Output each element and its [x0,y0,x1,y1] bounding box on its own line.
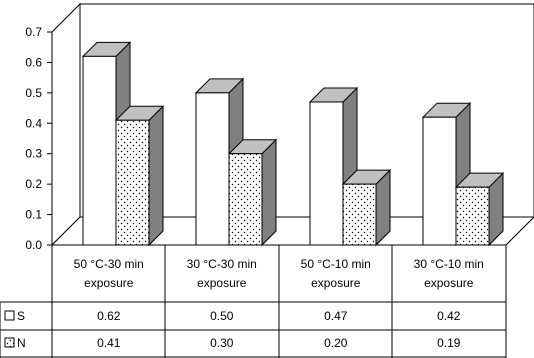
category-label-line2: exposure [84,276,134,290]
bar-front-face [455,186,490,246]
table-legend: SN [4,309,26,350]
bar-front-face [228,153,263,246]
value-cell-s: 0.47 [324,309,348,323]
category-label-part: °C [203,257,217,271]
y-tick-label: 0.4 [25,116,42,130]
category-label-line2: exposure [424,276,474,290]
bar-front-face [342,183,377,246]
value-cell-s: 0.50 [210,309,234,323]
category-label: 50 °C-10 min [301,257,371,271]
legend-key-s [4,310,15,321]
y-tick-label: 0.7 [25,25,42,39]
bar-side-face [261,138,277,247]
bar-front-face [195,92,230,246]
category-label-part: °C [90,257,104,271]
bars [81,41,505,247]
category-label: 30 °C-30 min [187,257,257,271]
value-cell-s: 0.42 [437,309,461,323]
table-cells: 0.62 0.50 0.47 0.42 0.41 0.30 0.20 0.19 [97,309,461,350]
bar-s [194,77,245,247]
bar-side-face [148,105,164,247]
category-label: 50 °C-30 min [74,257,144,271]
category-label-part: -30 min [217,257,257,271]
bar-front-face [309,101,344,246]
category-label-line2: exposure [311,276,361,290]
category-label-part: -30 min [104,257,144,271]
bar-front-face [422,116,457,246]
category-label-part: °C [430,257,444,271]
category-label-part: -10 min [331,257,371,271]
value-cell-n: 0.19 [437,336,461,350]
value-cell-s: 0.62 [97,309,121,323]
value-cell-n: 0.30 [210,336,234,350]
legend-key-n [4,337,15,348]
bar-front-face [82,55,117,246]
category-label-part: 50 [301,257,318,271]
category-label-part: 30 [414,257,431,271]
category-label-part: 30 [187,257,204,271]
y-tick-label: 0.1 [25,208,42,222]
category-label-line2: exposure [197,276,247,290]
category-label-part: 50 [74,257,91,271]
y-axis-ticks: 0.0 0.1 0.2 0.3 0.4 0.5 0.6 0.7 [25,25,52,252]
bar-n [114,105,165,247]
bar-n [341,168,392,247]
value-cell-n: 0.20 [324,336,348,350]
y-tick-label: 0.3 [25,147,42,161]
bar-n [227,138,278,247]
value-cell-n: 0.41 [97,336,121,350]
category-label-part: -10 min [444,257,484,271]
y-tick-label: 0.6 [25,55,42,69]
bar-front-face [115,119,150,246]
y-tick-label: 0.2 [25,177,42,191]
category-label: 30 °C-10 min [414,257,484,271]
legend-label-n: N [17,336,26,350]
legend-label-s: S [17,309,25,323]
y-tick-label: 0.0 [25,238,42,252]
y-tick-label: 0.5 [25,86,42,100]
side-wall [51,2,81,247]
category-label-part: °C [317,257,331,271]
bar-n [454,171,505,247]
